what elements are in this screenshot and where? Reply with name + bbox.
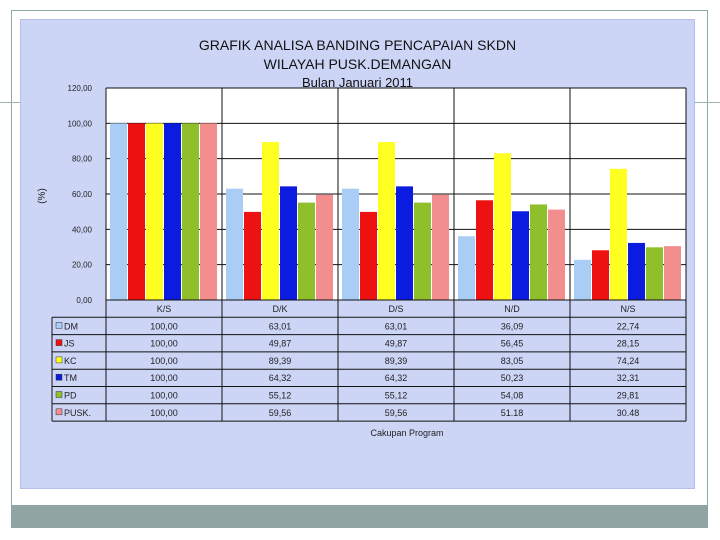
bar <box>432 194 449 300</box>
category-label: D/K <box>272 304 287 314</box>
legend-swatch <box>55 356 63 364</box>
bar <box>226 188 243 300</box>
bar <box>110 123 127 300</box>
bar <box>378 142 395 300</box>
bar <box>360 211 377 300</box>
legend-swatch <box>55 322 63 329</box>
category-label: N/S <box>620 304 635 314</box>
bar <box>316 194 333 300</box>
bar <box>200 123 217 300</box>
data-label: 32,31 <box>617 373 640 383</box>
bar <box>182 123 199 300</box>
bar <box>646 247 663 300</box>
legend-swatch <box>55 391 63 398</box>
bar <box>128 123 145 300</box>
data-label: 30.48 <box>617 408 640 418</box>
bar <box>494 153 511 300</box>
bar <box>244 211 261 300</box>
y-tick-label: 100,00 <box>68 119 93 128</box>
y-tick-label: 0,00 <box>76 296 92 305</box>
category-label: D/S <box>388 304 403 314</box>
data-label: 100,00 <box>150 339 178 349</box>
bar <box>164 123 181 300</box>
bar <box>414 202 431 300</box>
bar <box>342 188 359 300</box>
data-label: 36,09 <box>501 321 524 331</box>
data-label: 83,05 <box>501 356 524 366</box>
data-label: 49,87 <box>385 339 408 349</box>
bar <box>574 259 591 300</box>
legend-swatch <box>55 408 63 416</box>
bar <box>530 204 547 300</box>
data-label: 59,56 <box>269 408 292 418</box>
legend-swatch <box>55 373 63 381</box>
slide-footer-bar <box>11 505 708 528</box>
data-label: 55,12 <box>269 391 292 401</box>
data-label: 29,81 <box>617 391 640 401</box>
legend-label: PUSK. <box>64 408 91 418</box>
data-label: 89,39 <box>269 356 292 366</box>
data-label: 63,01 <box>269 321 292 331</box>
data-label: 64,32 <box>385 373 408 383</box>
bar <box>592 250 609 300</box>
data-label: 100,00 <box>150 408 178 418</box>
legend-label: KC <box>64 356 77 366</box>
bar <box>262 142 279 300</box>
data-label: 100,00 <box>150 356 178 366</box>
data-label: 50,23 <box>501 373 524 383</box>
data-label: 22,74 <box>617 321 640 331</box>
category-label: K/S <box>157 304 172 314</box>
data-label: 100,00 <box>150 391 178 401</box>
y-tick-label: 60,00 <box>72 190 93 199</box>
bar <box>280 186 297 300</box>
data-label: 59,56 <box>385 408 408 418</box>
bar <box>458 236 475 300</box>
legend-label: TM <box>64 373 77 383</box>
data-label: 100,00 <box>150 321 178 331</box>
data-label: 100,00 <box>150 373 178 383</box>
y-tick-label: 120,00 <box>68 84 93 93</box>
x-axis-label: Cakupan Program <box>370 428 443 438</box>
data-label: 74,24 <box>617 356 640 366</box>
y-tick-label: 80,00 <box>72 155 93 164</box>
data-label: 49,87 <box>269 339 292 349</box>
data-label: 63,01 <box>385 321 408 331</box>
bar <box>548 209 565 300</box>
legend-label: JS <box>64 339 75 349</box>
chart-title: GRAFIK ANALISA BANDING PENCAPAIAN SKDN <box>198 37 517 53</box>
data-label: 55,12 <box>385 391 408 401</box>
bar <box>664 246 681 300</box>
bar <box>512 211 529 300</box>
category-label: N/D <box>504 304 520 314</box>
data-label: 51.18 <box>501 408 524 418</box>
data-label: 54,08 <box>501 391 524 401</box>
legend-label: PD <box>64 391 77 401</box>
y-axis-label: (%) <box>37 188 48 204</box>
chart-subtitle: WILAYAH PUSK.DEMANGAN <box>263 56 452 72</box>
legend-label: DM <box>64 321 78 331</box>
data-label: 89,39 <box>385 356 408 366</box>
data-label: 28,15 <box>617 339 640 349</box>
y-tick-label: 20,00 <box>72 261 93 270</box>
data-label: 56,45 <box>501 339 524 349</box>
legend-swatch <box>55 339 63 346</box>
chart-subtitle-date: Bulan Januari 2011 <box>301 75 414 90</box>
bar <box>628 242 645 300</box>
bar <box>298 202 315 300</box>
bar <box>146 123 163 300</box>
bar <box>476 200 493 300</box>
y-tick-label: 40,00 <box>72 225 93 234</box>
data-label: 64,32 <box>269 373 292 383</box>
bar <box>396 186 413 300</box>
bar <box>610 168 627 300</box>
